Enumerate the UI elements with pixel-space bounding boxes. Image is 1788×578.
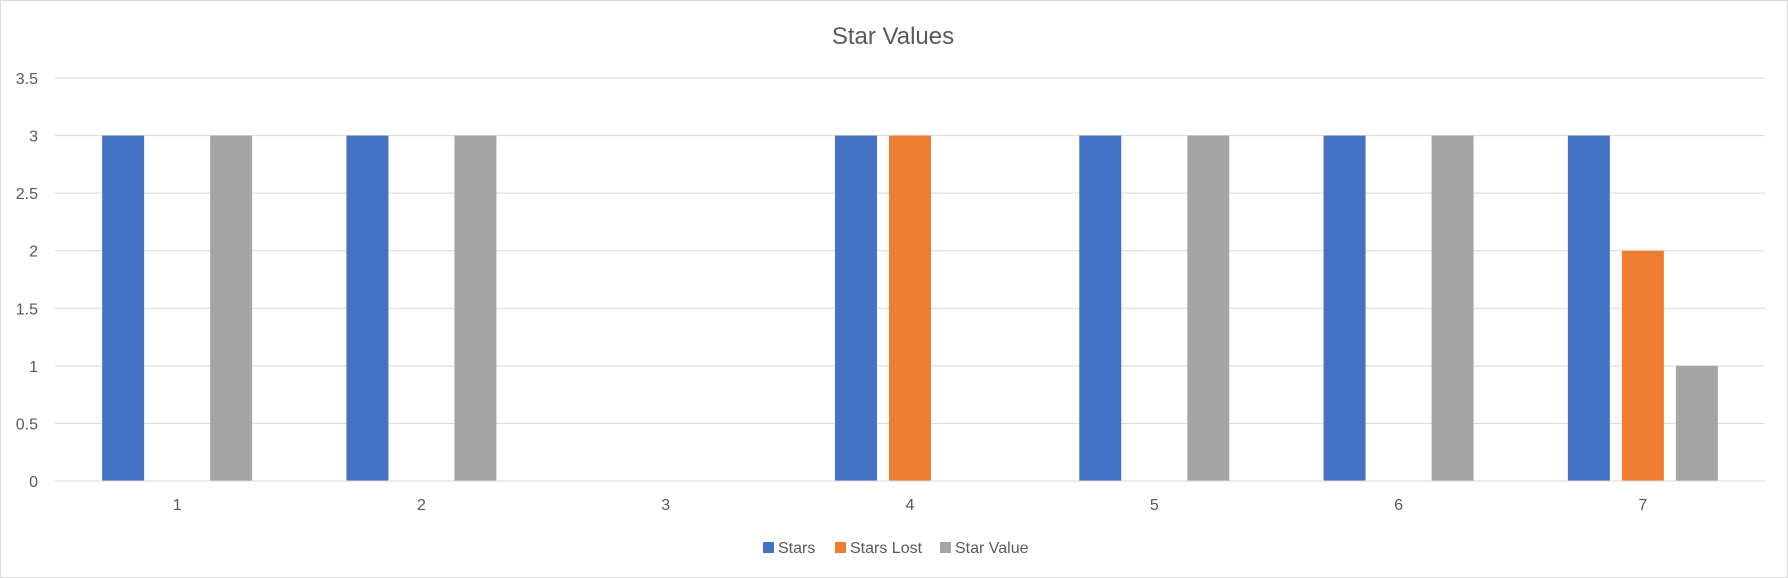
y-tick-label: 2.5: [16, 186, 38, 203]
legend-label: Stars: [778, 540, 815, 557]
x-axis-ticks: 1 2 3 4 5 6 7: [173, 497, 1648, 514]
bar-stars: [1079, 135, 1122, 482]
bar-stars: [1323, 135, 1366, 482]
x-tick-label: 5: [1150, 497, 1159, 514]
bar-stars: [102, 135, 145, 482]
x-tick-label: 1: [173, 497, 182, 514]
legend-swatch: [940, 542, 951, 553]
y-tick-label: 3: [29, 129, 38, 146]
y-axis-ticks: 0 0.5 1 1.5 2 2.5 3 3.5: [16, 71, 38, 491]
y-tick-label: 0.5: [16, 416, 38, 433]
y-tick-label: 3.5: [16, 71, 38, 88]
legend-swatch: [763, 542, 774, 553]
x-tick-label: 3: [661, 497, 670, 514]
bar-stars: [1567, 135, 1610, 482]
legend-label: Stars Lost: [850, 540, 923, 557]
bar-star-value: [454, 135, 497, 482]
bar-star-value: [210, 135, 253, 482]
bar-star-value: [1675, 365, 1718, 481]
y-tick-label: 0: [29, 474, 38, 491]
y-tick-label: 1: [29, 359, 38, 376]
bar-star-value: [1431, 135, 1474, 482]
chart-title: Star Values: [832, 23, 954, 50]
x-tick-label: 6: [1394, 497, 1403, 514]
bars: [102, 135, 1718, 482]
bar-stars-lost: [889, 135, 931, 482]
bar-star-value: [1187, 135, 1230, 482]
legend-label: Star Value: [955, 540, 1029, 557]
bar-stars: [835, 135, 877, 482]
x-tick-label: 4: [906, 497, 915, 514]
legend-swatch: [835, 542, 846, 553]
bar-stars: [346, 135, 389, 482]
x-tick-label: 2: [417, 497, 426, 514]
x-tick-label: 7: [1638, 497, 1647, 514]
bar-stars-lost: [1621, 250, 1664, 481]
y-tick-label: 2: [29, 244, 38, 261]
legend: Stars Stars Lost Star Value: [763, 540, 1029, 557]
y-tick-label: 1.5: [16, 301, 38, 318]
